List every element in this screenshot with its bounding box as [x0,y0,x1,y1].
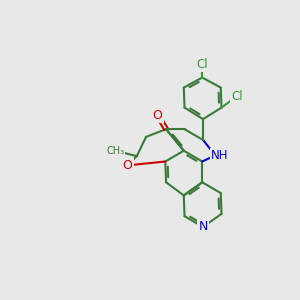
Text: CH₃: CH₃ [106,146,124,156]
Text: Cl: Cl [231,90,243,103]
Text: N: N [198,220,208,233]
Text: NH: NH [211,149,229,162]
Text: O: O [153,109,163,122]
Text: Cl: Cl [196,58,208,71]
Text: O: O [123,159,133,172]
